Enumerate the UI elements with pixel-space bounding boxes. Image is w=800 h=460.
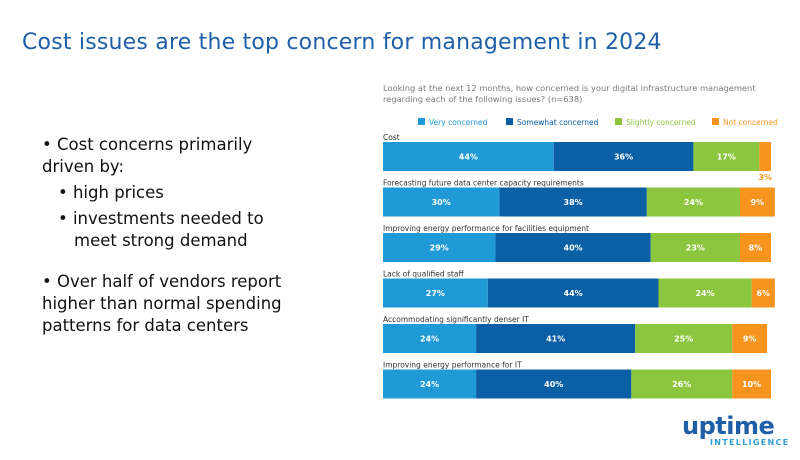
legend-label: Not concerned <box>723 118 778 127</box>
bar-value-label: 27% <box>426 289 445 298</box>
chart-question-line-2: regarding each of the following issues? … <box>383 94 582 104</box>
bar-value-label: 9% <box>751 198 765 207</box>
bar-segment <box>499 187 647 217</box>
logo-wordmark: uptime <box>682 412 775 440</box>
bar-value-label: 23% <box>686 244 705 253</box>
legend-swatch <box>712 118 719 125</box>
bar-segment <box>476 324 636 353</box>
legend-label: Very concerned <box>429 118 488 127</box>
bar-value-label: 8% <box>749 244 763 253</box>
bar-value-label: 10% <box>742 380 761 389</box>
bar-segment <box>476 369 632 399</box>
category-label: Lack of qualified staff <box>383 270 464 279</box>
legend-swatch <box>418 118 425 125</box>
bullet-1-line-2: driven by: <box>42 157 125 177</box>
bar-value-label: 24% <box>420 380 439 389</box>
bar-value-label: 44% <box>564 289 583 298</box>
sub-bullet-1: • high prices <box>58 183 164 203</box>
bar-value-label: 38% <box>564 198 583 207</box>
slide-title: Cost issues are the top concern for mana… <box>22 30 662 55</box>
bar-segment <box>646 187 740 217</box>
bar-segment <box>732 369 771 399</box>
legend-swatch <box>506 118 513 125</box>
bar-segment <box>739 233 771 262</box>
bar-segment <box>693 142 760 171</box>
bar-segment <box>383 142 554 171</box>
bar-value-label: 25% <box>674 335 693 344</box>
bar-segment <box>383 324 477 353</box>
bullet-2-line-2: higher than normal spending <box>42 293 282 313</box>
bullet-list: • Cost concerns primarily driven by: • h… <box>42 134 342 337</box>
bar-segment <box>732 324 768 353</box>
bar-value-label: 6% <box>756 289 770 298</box>
category-label: Improving energy performance for facilit… <box>383 224 589 233</box>
bar-segment <box>495 233 651 262</box>
bar-value-label: 24% <box>695 289 714 298</box>
bar-segment <box>739 187 775 217</box>
bar-segment <box>658 278 752 308</box>
bar-value-label: 40% <box>564 244 583 253</box>
bar-segment <box>383 187 500 217</box>
bar-segment <box>650 233 740 262</box>
bar-value-label: 36% <box>614 153 633 162</box>
legend-swatch <box>615 118 622 125</box>
sub-bullet-2-line-1: • investments needed to <box>58 209 264 229</box>
bar-value-label: 29% <box>430 244 449 253</box>
category-label: Improving energy performance for IT <box>383 361 522 370</box>
bullet-2-line-1: • Over half of vendors report <box>42 271 282 291</box>
bar-segment <box>635 324 733 353</box>
bar-segment <box>487 278 659 308</box>
logo-subtitle: INTELLIGENCE <box>710 438 790 447</box>
bar-segment <box>759 142 771 171</box>
bar-segment <box>553 142 694 171</box>
uptime-logo: uptime INTELLIGENCE <box>682 414 792 447</box>
bar-segment <box>383 369 477 399</box>
bar-value-label: 9% <box>743 335 757 344</box>
bar-value-label: 44% <box>459 153 478 162</box>
legend-label: Slightly concerned <box>626 118 696 127</box>
legend-label: Somewhat concerned <box>517 118 599 127</box>
bar-value-label: 26% <box>672 380 691 389</box>
bar-value-label: 24% <box>420 335 439 344</box>
sub-bullet-2-line-2: meet strong demand <box>74 231 248 251</box>
bar-value-label: 24% <box>684 198 703 207</box>
bar-segment <box>751 278 775 308</box>
category-label: Accommodating significantly denser IT <box>383 315 529 324</box>
bullet-2-line-3: patterns for data centers <box>42 315 249 335</box>
bar-value-label: 30% <box>432 198 451 207</box>
chart-question-line-1: Looking at the next 12 months, how conce… <box>383 83 756 93</box>
category-label: Cost <box>383 133 400 142</box>
bullet-1-line-1: • Cost concerns primarily <box>42 135 253 154</box>
bar-value-label: 17% <box>717 153 736 162</box>
bar-segment <box>383 233 496 262</box>
bar-segment <box>383 278 488 308</box>
bar-value-label: 3% <box>758 173 772 182</box>
bar-value-label: 40% <box>544 380 563 389</box>
bar-value-label: 41% <box>546 335 565 344</box>
category-label: Forecasting future data center capacity … <box>383 179 584 188</box>
bar-segment <box>631 369 733 399</box>
